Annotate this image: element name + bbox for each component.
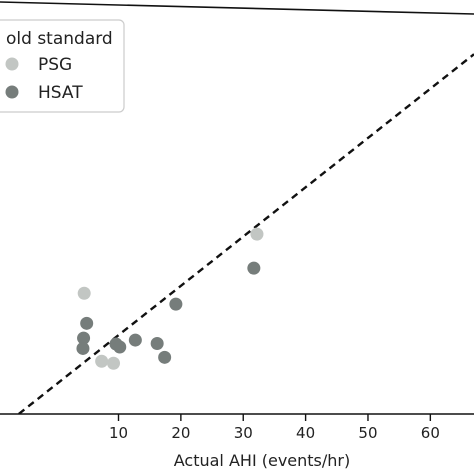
point-psg-1 — [77, 286, 91, 300]
point-hsat-9 — [76, 341, 90, 355]
x-ticks: 10 20 30 40 50 60 — [109, 414, 440, 442]
legend-label-hsat: HSAT — [38, 83, 83, 103]
legend-marker-hsat — [5, 85, 19, 99]
legend-box — [0, 19, 125, 113]
point-hsat-5 — [113, 340, 127, 354]
point-hsat-7 — [150, 337, 164, 351]
identity-reference-line — [16, 53, 474, 414]
legend-label-psg: PSG — [38, 55, 72, 75]
x-tick-label-30: 30 — [234, 424, 253, 442]
x-tick-label-40: 40 — [296, 424, 315, 442]
reference-line-layer — [16, 53, 474, 414]
point-hsat-6 — [128, 333, 142, 347]
x-tick-label-10: 10 — [109, 424, 128, 442]
x-tick-label-20: 20 — [171, 424, 190, 442]
x-axis-label: Actual AHI (events/hr) — [174, 451, 351, 470]
legend: old standard PSG HSAT — [0, 19, 125, 113]
x-tick-label-60: 60 — [421, 424, 440, 442]
legend-marker-psg — [5, 57, 19, 71]
x-tick-label-50: 50 — [358, 424, 377, 442]
point-psg-2 — [95, 354, 109, 368]
point-hsat-8 — [158, 350, 172, 364]
point-hsat-0 — [247, 261, 261, 275]
point-hsat-2 — [80, 316, 94, 330]
legend-title: old standard — [6, 29, 113, 49]
point-psg-0 — [250, 227, 264, 241]
point-hsat-3 — [77, 331, 91, 345]
point-hsat-1 — [169, 297, 183, 311]
top-spine — [0, 1, 474, 15]
point-psg-3 — [107, 356, 121, 370]
data-points-layer — [76, 227, 264, 370]
